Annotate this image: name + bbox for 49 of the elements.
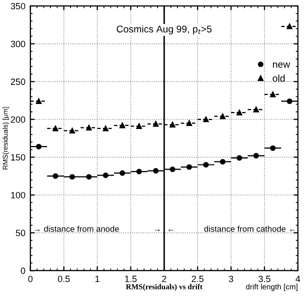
x-tick-label: 0 <box>28 276 33 282</box>
point <box>102 172 108 178</box>
annotation: distance from cathode ← <box>204 226 295 232</box>
point <box>253 106 259 112</box>
y-tick-label: 300 <box>10 40 26 48</box>
point <box>170 166 176 172</box>
x-tick-label: 1 <box>95 276 100 282</box>
point <box>236 155 242 161</box>
x-tick-label: 3 <box>228 276 234 282</box>
point <box>36 144 42 150</box>
x-tick-label: 1.5 <box>125 276 137 282</box>
point <box>286 98 292 104</box>
point <box>236 110 242 116</box>
annotation: → distance from anode <box>34 226 119 232</box>
point <box>52 173 58 179</box>
legend-label: old <box>272 74 285 82</box>
point <box>69 174 75 180</box>
annotation: → <box>154 229 160 232</box>
point <box>136 123 142 129</box>
point <box>270 145 276 151</box>
y-tick-label: 150 <box>11 154 26 161</box>
point <box>153 168 159 174</box>
point <box>86 124 92 130</box>
x-tick-label: 2.5 <box>192 276 204 282</box>
legend-label: new <box>272 62 290 68</box>
point <box>86 174 92 180</box>
point <box>120 170 126 176</box>
point <box>170 122 176 128</box>
text: Cosmics Aug 99, p$_{t}$>5 <box>116 25 212 34</box>
x-tick-label: 2 <box>162 276 166 282</box>
point <box>186 120 192 126</box>
point <box>186 164 192 170</box>
y-tick-label: 250 <box>10 78 26 85</box>
point <box>136 168 142 174</box>
point <box>253 152 259 158</box>
point <box>36 98 42 104</box>
y-tick-label: 200 <box>10 116 26 123</box>
y-tick-label: 100 <box>11 192 26 198</box>
point <box>203 162 209 168</box>
y-tick-label: 50 <box>16 230 26 236</box>
x-tick-label: 0.5 <box>58 276 70 282</box>
point <box>69 128 75 134</box>
y-tick-label: 350 <box>10 2 26 10</box>
annotation: ← <box>168 229 174 232</box>
point <box>220 158 226 165</box>
x-tick-label: 4 <box>296 276 300 282</box>
x-tick-label: 3.5 <box>258 276 270 282</box>
point <box>52 126 58 132</box>
y-tick-label: 0 <box>20 268 26 274</box>
